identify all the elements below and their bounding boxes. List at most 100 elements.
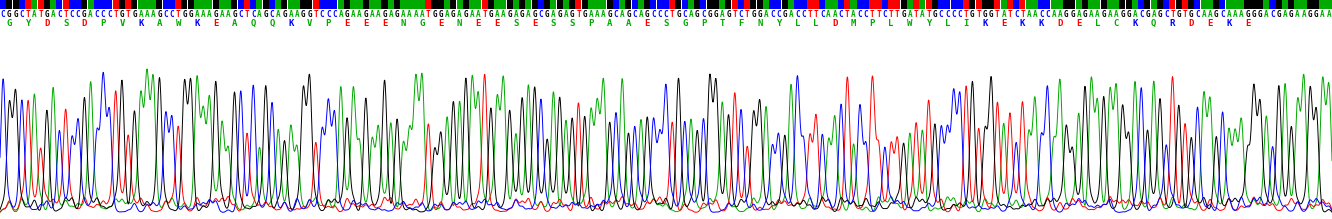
- Bar: [19, 0, 25, 9]
- Bar: [882, 0, 888, 9]
- Bar: [488, 0, 494, 9]
- Bar: [63, 0, 68, 9]
- Text: A: A: [1301, 10, 1307, 19]
- Text: E: E: [438, 19, 444, 28]
- Text: E: E: [1207, 19, 1212, 28]
- Bar: [1281, 0, 1288, 9]
- Text: Q: Q: [269, 19, 274, 28]
- Bar: [663, 0, 669, 9]
- Text: G: G: [607, 10, 611, 19]
- Bar: [400, 0, 406, 9]
- Text: G: G: [120, 10, 124, 19]
- Text: G: G: [1289, 10, 1293, 19]
- Text: G: G: [1176, 10, 1181, 19]
- Text: D: D: [832, 19, 838, 28]
- Text: G: G: [44, 10, 49, 19]
- Text: T: T: [926, 10, 931, 19]
- Text: A: A: [1295, 10, 1300, 19]
- Bar: [932, 0, 938, 9]
- Text: A: A: [476, 10, 481, 19]
- Text: G: G: [232, 10, 237, 19]
- Text: G: G: [1064, 10, 1068, 19]
- Text: C: C: [777, 10, 781, 19]
- Bar: [745, 0, 750, 9]
- Text: G: G: [707, 10, 713, 19]
- Bar: [306, 0, 313, 9]
- Text: G: G: [301, 10, 305, 19]
- Bar: [188, 0, 193, 9]
- Text: R: R: [1169, 19, 1175, 28]
- Text: A: A: [851, 10, 856, 19]
- Bar: [1239, 0, 1244, 9]
- Text: C: C: [164, 10, 168, 19]
- Text: C: C: [701, 10, 706, 19]
- Bar: [1207, 0, 1213, 9]
- Bar: [75, 0, 81, 9]
- Bar: [469, 0, 476, 9]
- Bar: [438, 0, 444, 9]
- Text: T: T: [807, 10, 813, 19]
- Bar: [1251, 0, 1257, 9]
- Bar: [1126, 0, 1132, 9]
- Bar: [912, 0, 919, 9]
- Text: T: T: [976, 10, 980, 19]
- Bar: [1144, 0, 1151, 9]
- Text: A: A: [1227, 10, 1231, 19]
- Bar: [694, 0, 701, 9]
- Bar: [506, 0, 513, 9]
- Text: G: G: [1083, 10, 1087, 19]
- Bar: [37, 0, 44, 9]
- Bar: [525, 0, 531, 9]
- Text: C: C: [101, 10, 105, 19]
- Bar: [450, 0, 457, 9]
- Text: T: T: [844, 10, 850, 19]
- Text: A: A: [201, 10, 205, 19]
- Text: T: T: [176, 10, 181, 19]
- Text: C: C: [320, 10, 325, 19]
- Bar: [200, 0, 206, 9]
- Text: C: C: [1046, 10, 1050, 19]
- Bar: [1114, 0, 1119, 9]
- Text: T: T: [876, 10, 880, 19]
- Bar: [7, 0, 12, 9]
- Bar: [1063, 0, 1070, 9]
- Bar: [775, 0, 782, 9]
- Text: C: C: [939, 10, 943, 19]
- Bar: [763, 0, 769, 9]
- Bar: [51, 0, 56, 9]
- Bar: [538, 0, 543, 9]
- Text: L: L: [814, 19, 819, 28]
- Text: C: C: [863, 10, 868, 19]
- Text: C: C: [326, 10, 330, 19]
- Bar: [543, 0, 550, 9]
- Text: T: T: [733, 10, 737, 19]
- Text: A: A: [370, 10, 374, 19]
- Bar: [237, 0, 244, 9]
- Bar: [613, 0, 619, 9]
- Bar: [944, 0, 950, 9]
- Text: G: G: [570, 10, 574, 19]
- Text: K: K: [1039, 19, 1044, 28]
- Text: A: A: [1090, 10, 1094, 19]
- Text: G: G: [714, 10, 718, 19]
- Bar: [1263, 0, 1269, 9]
- Text: A: A: [1108, 10, 1112, 19]
- Bar: [213, 0, 218, 9]
- Bar: [232, 0, 237, 9]
- Bar: [789, 0, 794, 9]
- Text: T: T: [1007, 10, 1012, 19]
- Text: E: E: [345, 19, 350, 28]
- Text: C: C: [95, 10, 100, 19]
- Text: T: T: [1171, 10, 1175, 19]
- Text: A: A: [413, 10, 418, 19]
- Text: C: C: [69, 10, 75, 19]
- Text: A: A: [420, 10, 425, 19]
- Text: A: A: [601, 10, 606, 19]
- Text: G: G: [1070, 10, 1075, 19]
- Text: G: G: [1276, 10, 1281, 19]
- Text: G: G: [682, 19, 687, 28]
- Text: A: A: [151, 10, 156, 19]
- Bar: [420, 0, 425, 9]
- Text: A: A: [1320, 10, 1325, 19]
- Text: G: G: [507, 10, 511, 19]
